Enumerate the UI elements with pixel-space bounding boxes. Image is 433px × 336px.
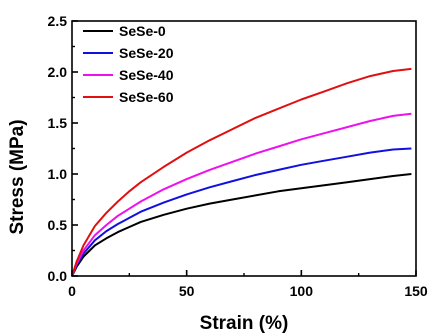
ticks-layer: 0 50 100 150 0.0 0.5 1.0 1.5 2.0 2.5 bbox=[48, 13, 428, 299]
series-line-sese-40 bbox=[71, 112, 412, 277]
y-tick-label: 0.0 bbox=[48, 268, 68, 284]
y-tick-label: 2.5 bbox=[48, 13, 68, 29]
legend-label-sese-40: SeSe-40 bbox=[119, 67, 174, 83]
series-layer bbox=[71, 67, 412, 277]
y-tick-label: 2.0 bbox=[48, 64, 68, 80]
x-tick-label: 100 bbox=[290, 283, 314, 299]
x-tick-label: 0 bbox=[68, 283, 76, 299]
legend-label-sese-0: SeSe-0 bbox=[119, 23, 166, 39]
x-tick-label: 50 bbox=[179, 283, 195, 299]
y-tick-label: 0.5 bbox=[48, 217, 68, 233]
x-tick-label: 150 bbox=[404, 283, 428, 299]
y-axis-title: Stress (MPa) bbox=[7, 119, 28, 234]
y-tick-label: 1.0 bbox=[48, 166, 68, 182]
series-line-sese-20 bbox=[71, 147, 412, 277]
legend-label-sese-60: SeSe-60 bbox=[119, 89, 174, 105]
y-tick-label: 1.5 bbox=[48, 115, 68, 131]
legend-label-sese-20: SeSe-20 bbox=[119, 45, 174, 61]
series-line-sese-0 bbox=[71, 173, 412, 277]
series-line-sese-60 bbox=[71, 67, 412, 277]
x-axis-title: Strain (%) bbox=[200, 313, 289, 334]
legend: SeSe-0 SeSe-20 SeSe-40 SeSe-60 bbox=[83, 23, 174, 105]
